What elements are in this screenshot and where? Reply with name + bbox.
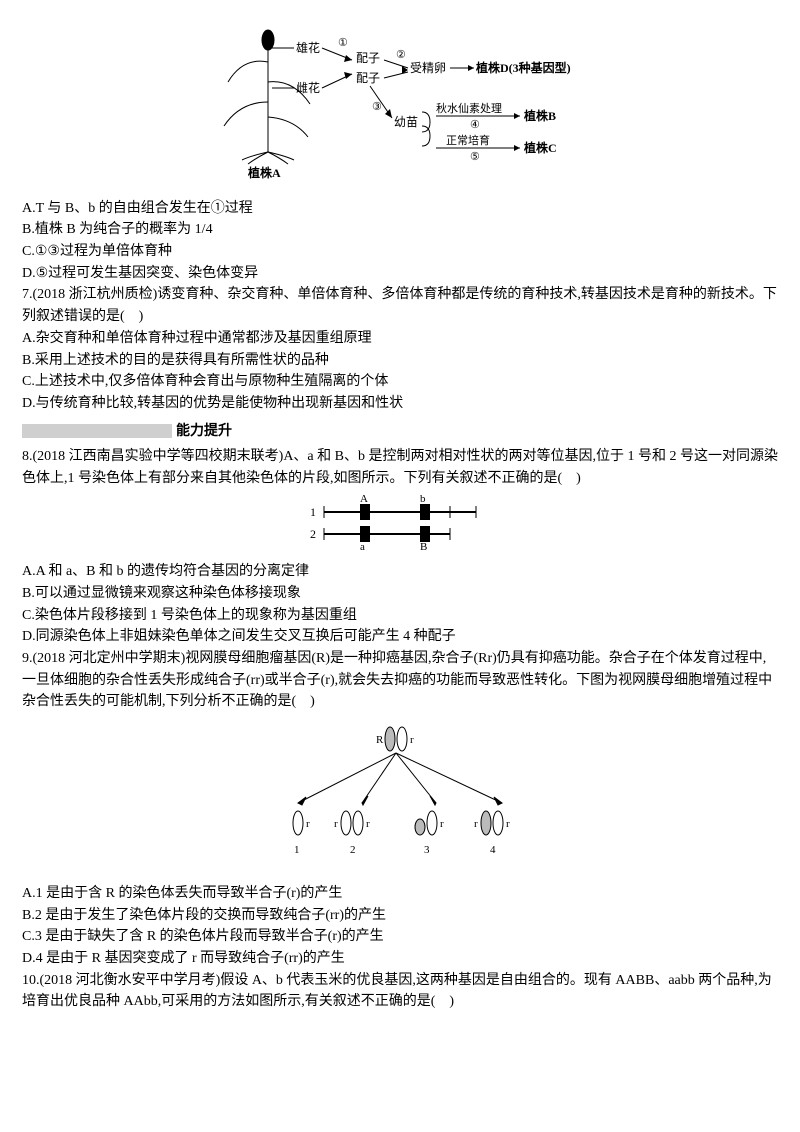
svg-text:3: 3: [424, 844, 430, 856]
q10-stem: 10.(2018 河北衡水安平中学月考)假设 A、b 代表玉米的优良基因,这两种…: [22, 970, 778, 1013]
q9-stem: 9.(2018 河北定州中学期末)视网膜母细胞瘤基因(R)是一种抑癌基因,杂合子…: [22, 648, 778, 713]
num-5: ⑤: [470, 151, 480, 163]
q6-option-c: C.①③过程为单倍体育种: [22, 241, 778, 263]
q8-option-a: A.A 和 a、B 和 b 的遗传均符合基因的分离定律: [22, 561, 778, 583]
label-fert: 受精卵: [410, 61, 446, 75]
svg-text:r: r: [366, 818, 370, 830]
svg-text:1: 1: [294, 844, 300, 856]
svg-text:1: 1: [310, 505, 316, 519]
svg-text:r: r: [506, 818, 510, 830]
q7-option-b: B.采用上述技术的目的是获得具有所需性状的品种: [22, 350, 778, 372]
svg-text:2: 2: [350, 844, 356, 856]
svg-text:r: r: [474, 818, 478, 830]
num-1: ①: [338, 37, 348, 49]
q8-option-b: B.可以通过显微镜来观察这种染色体移接现象: [22, 583, 778, 605]
svg-text:r: r: [440, 818, 444, 830]
svg-text:A: A: [360, 494, 368, 505]
svg-text:4: 4: [490, 844, 496, 856]
num-2: ②: [396, 49, 406, 61]
svg-text:r: r: [334, 818, 338, 830]
section-header: 能力提升: [22, 421, 778, 443]
q8-option-c: C.染色体片段移接到 1 号染色体上的现象称为基因重组: [22, 605, 778, 627]
svg-text:a: a: [360, 541, 365, 550]
section-title: 能力提升: [176, 421, 232, 443]
label-male-flower: 雄花: [296, 40, 320, 55]
q7-option-c: C.上述技术中,仅多倍体育种会育出与原物种生殖隔离的个体: [22, 371, 778, 393]
label-seedling: 幼苗: [394, 115, 418, 129]
label-female-flower: 雌花: [296, 80, 320, 95]
q8-option-d: D.同源染色体上非姐妹染色单体之间发生交叉互换后可能产生 4 种配子: [22, 626, 778, 648]
label-plant-b: 植株B: [523, 108, 556, 123]
label-gamete1: 配子: [356, 51, 380, 65]
q9-option-a: A.1 是由于含 R 的染色体丢失而导致半合子(r)的产生: [22, 883, 778, 905]
label-plant-d: 植株D(3种基因型): [475, 60, 571, 75]
q7-option-d: D.与传统育种比较,转基因的优势是能使物种出现新基因和性状: [22, 393, 778, 415]
q7-option-a: A.杂交育种和单倍体育种过程中通常都涉及基因重组原理: [22, 328, 778, 350]
q9-option-d: D.4 是由于 R 基因突变成了 r 而导致纯合子(rr)的产生: [22, 948, 778, 970]
svg-text:B: B: [420, 541, 427, 550]
svg-text:r: r: [410, 734, 414, 746]
figure-plant-breeding: 雄花 雌花 植株A ① 配子 配子 ② 受精卵 植株D(3种基因型) ③ 幼苗 …: [22, 22, 778, 190]
figure-heterozygosity-loss: R r r 1 r r 2 r 3 r r 4: [22, 719, 778, 877]
q9-option-b: B.2 是由于发生了染色体片段的交换而导致纯合子(rr)的产生: [22, 905, 778, 927]
q8-stem: 8.(2018 江西南昌实验中学等四校期末联考)A、a 和 B、b 是控制两对相…: [22, 446, 778, 489]
label-colchicine: 秋水仙素处理: [436, 101, 502, 115]
label-plant-c: 植株C: [523, 140, 557, 155]
svg-text:r: r: [306, 818, 310, 830]
label-plant-a: 植株A: [247, 165, 281, 180]
svg-text:b: b: [420, 494, 426, 505]
label-gamete2: 配子: [356, 71, 380, 85]
num-3: ③: [372, 101, 382, 113]
label-normal: 正常培育: [446, 133, 490, 147]
figure-chromosome-pair: 1 A b 2 a B: [22, 494, 778, 558]
num-4: ④: [470, 119, 480, 131]
q6-option-b: B.植株 B 为纯合子的概率为 1/4: [22, 219, 778, 241]
svg-text:R: R: [376, 734, 384, 746]
section-bar-icon: [22, 424, 172, 438]
q7-stem: 7.(2018 浙江杭州质检)诱变育种、杂交育种、单倍体育种、多倍体育种都是传统…: [22, 284, 778, 327]
svg-text:2: 2: [310, 527, 316, 541]
q6-option-d: D.⑤过程可发生基因突变、染色体变异: [22, 263, 778, 285]
q6-option-a: A.T 与 B、b 的自由组合发生在①过程: [22, 198, 778, 220]
q9-option-c: C.3 是由于缺失了含 R 的染色体片段而导致半合子(r)的产生: [22, 926, 778, 948]
